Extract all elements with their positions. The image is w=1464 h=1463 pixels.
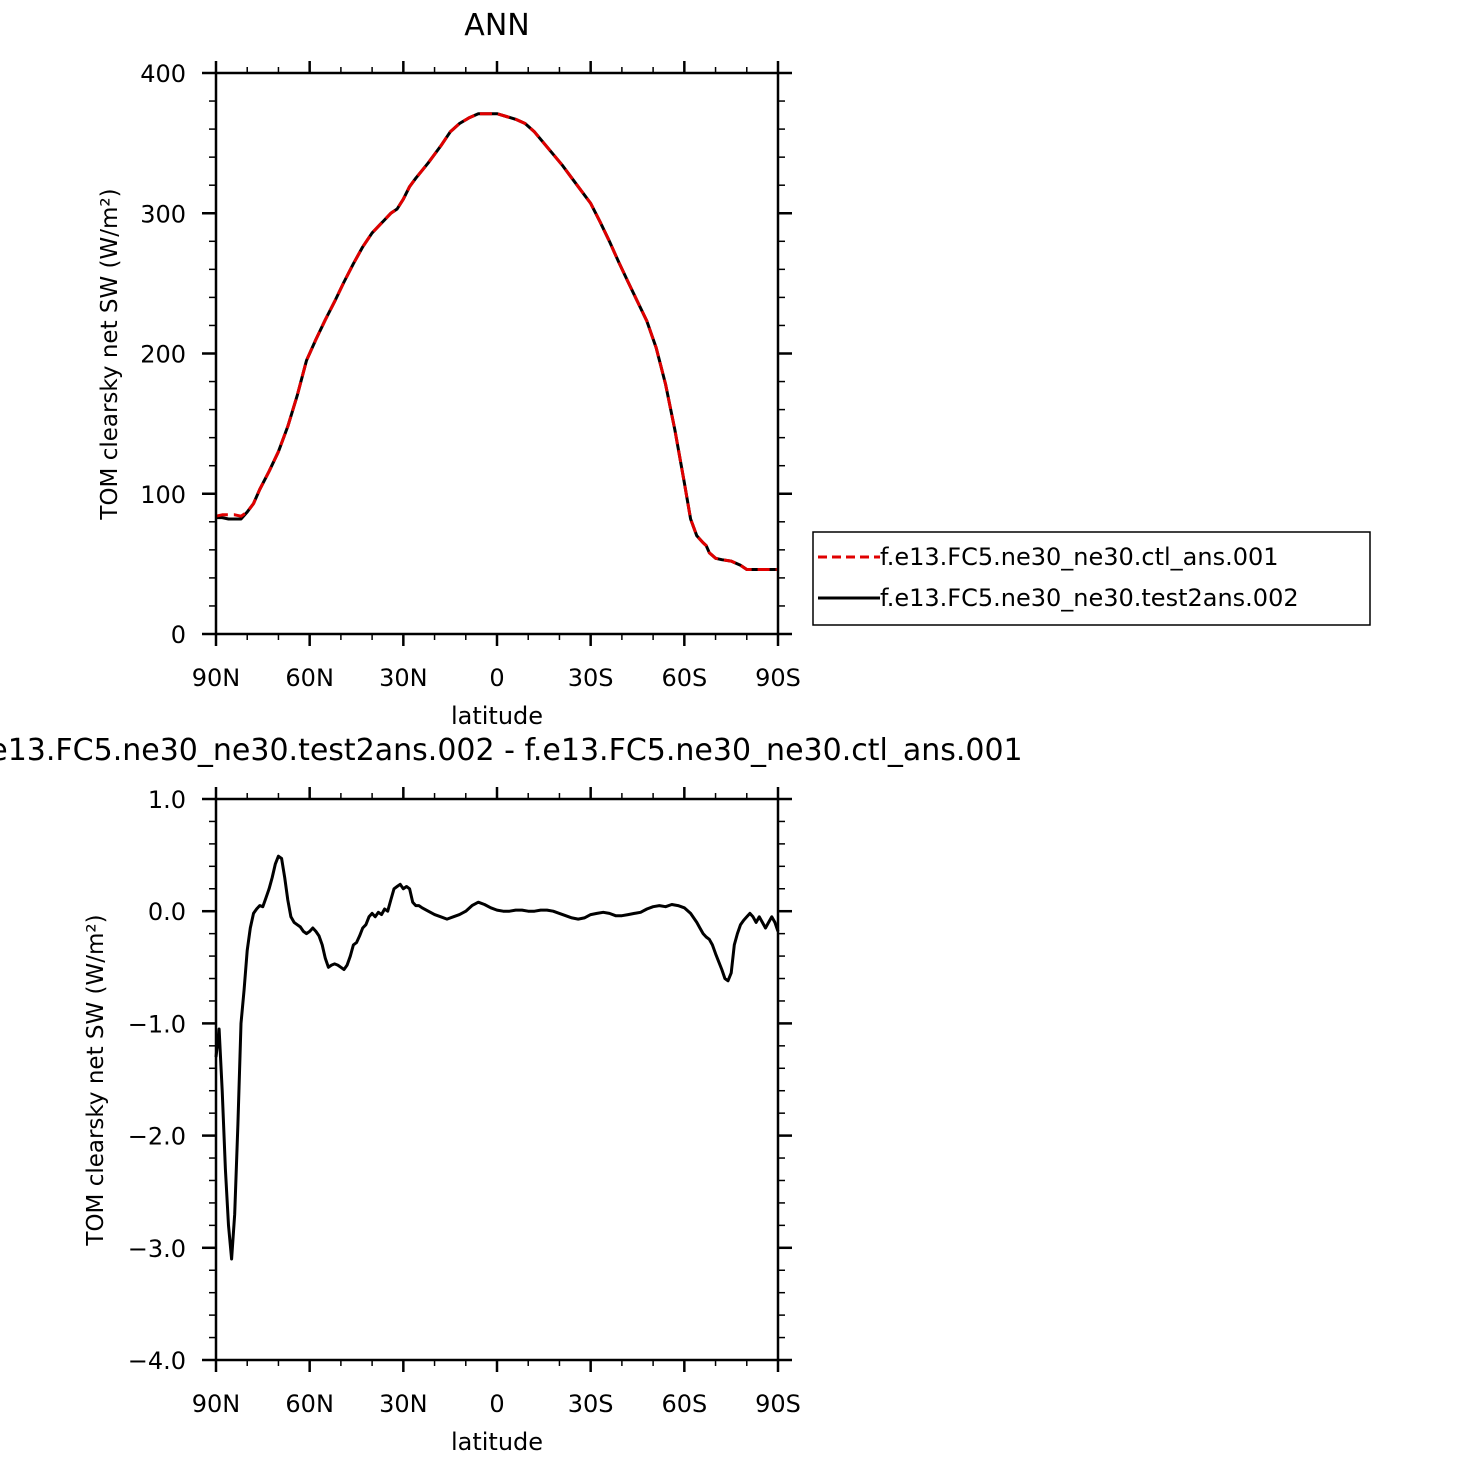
bottom-series-layer — [214, 854, 780, 1261]
legend-label-test: f.e13.FC5.ne30_ne30.test2ans.002 — [880, 584, 1299, 612]
y-tick-label: 0.0 — [148, 898, 186, 926]
bottom-plot-frame — [214, 797, 780, 1362]
top-x-axis-label: latitude — [451, 702, 543, 730]
legend-label-ctl: f.e13.FC5.ne30_ne30.ctl_ans.001 — [880, 543, 1279, 571]
y-tick-label: 0 — [171, 621, 186, 649]
x-tick-label: 90N — [192, 664, 241, 692]
top-chart-title: ANN — [464, 8, 529, 43]
x-tick-label: 0 — [489, 664, 504, 692]
x-tick-label: 60S — [661, 1390, 707, 1418]
x-tick-label: 60N — [285, 664, 334, 692]
x-tick-label: 90S — [755, 1390, 801, 1418]
top-y-axis-label: TOM clearsky net SW (W/m²) — [97, 188, 123, 520]
bottom-chart-title: f.e13.FC5.ne30_ne30.test2ans.002 - f.e13… — [0, 733, 1023, 768]
y-tick-label: 200 — [140, 341, 186, 369]
y-tick-label: −4.0 — [128, 1347, 186, 1375]
y-tick-label: 400 — [140, 60, 186, 88]
series-line-1 — [216, 112, 778, 571]
x-tick-label: 60S — [661, 664, 707, 692]
bottom-y-axis-label: TOM clearsky net SW (W/m²) — [83, 914, 109, 1246]
y-tick-label: −2.0 — [128, 1123, 186, 1151]
x-tick-label: 30N — [379, 1390, 428, 1418]
x-tick-label: 0 — [489, 1390, 504, 1418]
x-tick-label: 30N — [379, 664, 428, 692]
top-axis-ticks: 90N 60N 30N 0 30S 60S 90S 0 100 200 300 400 — [140, 60, 801, 692]
x-tick-label: 90S — [755, 664, 801, 692]
legend-box — [812, 531, 1371, 626]
legend: f.e13.FC5.ne30_ne30.ctl_ans.001 f.e13.FC… — [812, 531, 1371, 626]
series-line-0 — [214, 854, 780, 1261]
top-series-layer — [215, 112, 778, 571]
y-tick-label: 100 — [140, 481, 186, 509]
bottom-panel: f.e13.FC5.ne30_ne30.test2ans.002 - f.e13… — [0, 733, 1023, 1456]
x-tick-label: 60N — [285, 1390, 334, 1418]
top-panel: ANN TOM clearsky net SW (W/m²) latitude … — [97, 8, 801, 730]
y-tick-label: −1.0 — [128, 1010, 186, 1038]
y-tick-label: −3.0 — [128, 1235, 186, 1263]
series-line-0 — [215, 112, 778, 571]
y-tick-label: 300 — [140, 200, 186, 228]
x-tick-label: 30S — [568, 664, 614, 692]
bottom-x-axis-label: latitude — [451, 1428, 543, 1456]
y-tick-label: 1.0 — [148, 786, 186, 814]
x-tick-label: 90N — [192, 1390, 241, 1418]
top-plot-frame — [214, 71, 780, 636]
x-tick-label: 30S — [568, 1390, 614, 1418]
bottom-axis-ticks: 90N 60N 30N 0 30S 60S 90S −4.0 −3.0 −2.0 −1.0 0.0 1.… — [128, 786, 801, 1418]
